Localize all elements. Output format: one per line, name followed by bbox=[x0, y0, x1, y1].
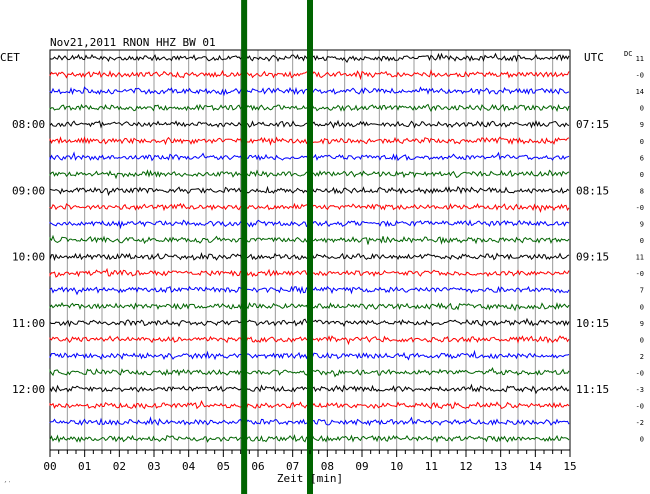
x-axis-label: Zeit [min] bbox=[277, 472, 343, 485]
left-time-label: 11:00 bbox=[12, 317, 45, 330]
x-tick-label: 10 bbox=[390, 460, 403, 473]
dc-offset-value: 0 bbox=[640, 105, 644, 113]
dc-offset-value: -0 bbox=[636, 204, 644, 212]
x-tick-label: 06 bbox=[251, 460, 264, 473]
x-tick-label: 13 bbox=[494, 460, 507, 473]
right-time-label: 10:15 bbox=[576, 317, 609, 330]
dc-offset-value: 11 bbox=[636, 254, 644, 262]
right-timezone-label: UTC bbox=[584, 51, 604, 64]
dc-offset-value: 9 bbox=[640, 221, 644, 229]
dc-offset-value: 0 bbox=[640, 436, 644, 444]
right-time-label: 11:15 bbox=[576, 383, 609, 396]
left-timezone-label: CET bbox=[0, 51, 20, 64]
x-tick-label: 02 bbox=[113, 460, 126, 473]
dc-offset-value: 9 bbox=[640, 320, 644, 328]
dc-offset-value: 14 bbox=[636, 88, 644, 96]
x-tick-label: 12 bbox=[459, 460, 472, 473]
x-tick-label: 00 bbox=[43, 460, 56, 473]
left-time-label: 12:00 bbox=[12, 383, 45, 396]
right-time-label: 09:15 bbox=[576, 251, 609, 264]
dc-offset-value: -0 bbox=[636, 369, 644, 377]
x-tick-label: 07 bbox=[286, 460, 299, 473]
grid-lines bbox=[49, 49, 571, 451]
dc-offset-value: 0 bbox=[640, 303, 644, 311]
x-tick-label: 09 bbox=[355, 460, 368, 473]
right-time-label: 08:15 bbox=[576, 184, 609, 197]
left-time-label: 10:00 bbox=[12, 251, 45, 264]
dc-offset-value: 6 bbox=[640, 154, 644, 162]
dc-offset-value: -3 bbox=[636, 386, 644, 394]
dc-offset-value: -0 bbox=[636, 270, 644, 278]
right-time-label: 07:15 bbox=[576, 118, 609, 131]
dc-offset-value: -0 bbox=[636, 403, 644, 411]
dc-offset-value: -0 bbox=[636, 72, 644, 80]
left-time-label: 09:00 bbox=[12, 184, 45, 197]
dc-offset-value: 11 bbox=[636, 55, 644, 63]
dc-offset-value: 0 bbox=[640, 237, 644, 245]
x-tick-label: 14 bbox=[529, 460, 543, 473]
x-tick-label: 05 bbox=[217, 460, 230, 473]
event-marker bbox=[241, 0, 248, 494]
event-marker bbox=[307, 0, 313, 494]
dc-offset-value: 9 bbox=[640, 121, 644, 129]
x-axis: 00 01 02 03 04 05 06 07 08 09 10 11 12 13 14 15 bbox=[43, 450, 577, 473]
dc-offset-value: 0 bbox=[640, 336, 644, 344]
corner-mark: ´˙ bbox=[3, 481, 11, 489]
x-tick-label: 01 bbox=[78, 460, 91, 473]
dc-offset-header: DC bbox=[624, 50, 632, 58]
left-time-label: 08:00 bbox=[12, 118, 45, 131]
dc-offset-value: 7 bbox=[640, 287, 644, 295]
chart-title: Nov21,2011 RNON HHZ BW 01 bbox=[50, 36, 216, 49]
dc-offset-value: -2 bbox=[636, 419, 644, 427]
dc-offset-value: 2 bbox=[640, 353, 644, 361]
dc-offset-value: 0 bbox=[640, 171, 644, 179]
dc-offset-value: 8 bbox=[640, 187, 644, 195]
event-marker-group bbox=[241, 0, 313, 494]
x-tick-label: 08 bbox=[321, 460, 334, 473]
x-tick-label: 11 bbox=[425, 460, 438, 473]
x-tick-label: 04 bbox=[182, 460, 196, 473]
time-label-group: 08:00 09:00 10:00 11:00 12:00 07:15 08:15 09:15… bbox=[12, 55, 644, 444]
dc-offset-value: 0 bbox=[640, 138, 644, 146]
x-tick-label: 15 bbox=[563, 460, 576, 473]
x-tick-label: 03 bbox=[147, 460, 160, 473]
